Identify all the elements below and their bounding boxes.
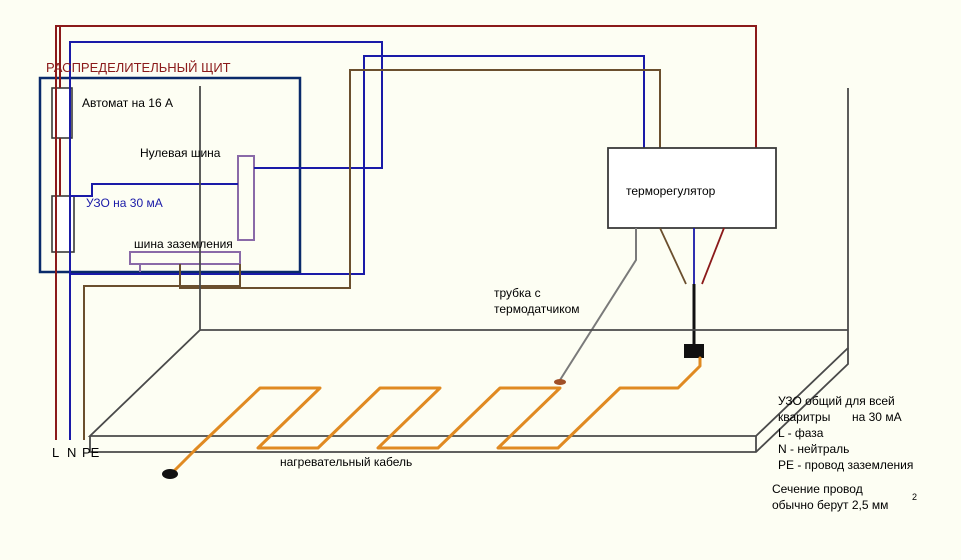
N-label: N	[67, 445, 76, 460]
legend-1b: кваритры	[778, 410, 830, 424]
legend-6: обычно берут 2,5 мм	[772, 498, 888, 512]
panel-title: РАСПРЕДЕЛИТЕЛЬНЫЙ ЩИТ	[46, 60, 231, 75]
heating-cable	[172, 358, 700, 473]
legend-1c: на 30 мА	[852, 410, 902, 424]
wire-N-bus-to-uzo	[70, 184, 238, 196]
uzo-box	[52, 196, 74, 252]
breaker-box	[52, 88, 72, 138]
PE-label: PE	[82, 445, 99, 460]
ground-bus-label: шина заземления	[134, 237, 233, 251]
heating-label: нагревательный кабель	[280, 455, 412, 469]
diagram-root: РАСПРЕДЕЛИТЕЛЬНЫЙ ЩИТ Автомат на 16 А Ну…	[0, 0, 961, 560]
wall-outline	[90, 86, 848, 436]
floor-junction	[684, 344, 704, 358]
sensor-label-1: трубка с	[494, 286, 541, 300]
wiring-svg	[0, 0, 961, 560]
heating-start-cap	[162, 469, 178, 479]
legend-4: PE - провод заземления	[778, 458, 913, 472]
sensor-tip	[554, 379, 566, 385]
wire-PE-out	[180, 70, 660, 288]
uzo-label: УЗО на 30 мА	[86, 196, 163, 210]
neutral-bus-label: Нулевая шина	[140, 146, 220, 160]
L-label: L	[52, 445, 59, 460]
ground-bus	[130, 252, 240, 264]
legend-2: L - фаза	[778, 426, 823, 440]
legend-6-sup: 2	[912, 492, 917, 502]
slab-edge	[90, 348, 848, 452]
wire-L-external-out	[56, 26, 756, 440]
sensor-label-2: термодатчиком	[494, 302, 580, 316]
breaker-label: Автомат на 16 А	[82, 96, 173, 110]
legend-3: N - нейтраль	[778, 442, 849, 456]
thermo-label: терморегулятор	[626, 184, 715, 198]
wire-PE-in	[84, 264, 240, 440]
legend-5: Сечение провод	[772, 482, 863, 496]
legend-1a: УЗО общий для всей	[778, 394, 895, 408]
neutral-bus	[238, 156, 254, 240]
